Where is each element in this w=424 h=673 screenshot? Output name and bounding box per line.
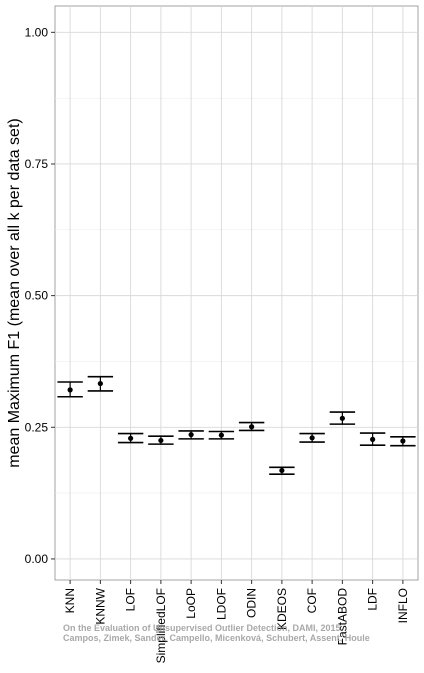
x-tick-label: KDEOS [275, 588, 289, 630]
error-bar [359, 432, 386, 446]
y-axis: 0.00 0.25 0.50 0.75 1.00 [25, 25, 55, 566]
error-bar [87, 375, 114, 392]
x-tick-label: COF [305, 588, 319, 613]
error-bars [57, 375, 416, 475]
mean-point [158, 437, 164, 444]
y-tick-label: 1.00 [25, 25, 49, 39]
mean-point [67, 387, 73, 393]
mean-point [279, 467, 285, 474]
mean-point [97, 380, 103, 387]
mean-point [188, 432, 194, 438]
error-bar [238, 421, 265, 432]
watermark-line-2: Campos, Zimek, Sander, Campello, Micenko… [63, 633, 370, 643]
watermark-line-1: On the Evaluation of Unsupervised Outlie… [63, 623, 341, 633]
y-tick-label: 0.75 [25, 157, 49, 171]
plot-panel [54, 5, 419, 581]
x-tick-label: INFLO [396, 588, 410, 623]
error-bar [329, 411, 356, 425]
error-bar [117, 432, 144, 444]
grid-layer [55, 6, 418, 580]
error-bar [208, 430, 235, 440]
mean-point [128, 435, 134, 441]
mean-point [339, 415, 345, 421]
y-tick-label: 0.25 [25, 420, 49, 434]
x-tick-label: KNNW [93, 587, 107, 624]
error-bar [148, 435, 174, 445]
mean-point [249, 424, 255, 430]
mean-point [309, 435, 315, 441]
y-tick-label: 0.50 [25, 289, 49, 303]
x-tick-label: LoOP [184, 588, 198, 619]
x-axis: KNN KNNW LOF SimplifiedLOF LoOP LDOF ODIN KDEOS… [63, 580, 410, 663]
x-tick-label: FastABOD [335, 588, 349, 646]
error-bar [299, 432, 325, 443]
y-axis-label: mean Maximum F1 (mean over all k per dat… [6, 118, 23, 467]
x-tick-label: LOF [124, 588, 138, 611]
x-tick-label: SimplifiedLOF [154, 588, 168, 663]
watermark: On the Evaluation of Unsupervised Outlie… [63, 623, 370, 643]
error-bar [178, 430, 204, 440]
mean-point [218, 432, 224, 438]
error-bar [390, 435, 416, 447]
mean-point [400, 438, 406, 444]
error-bar [269, 466, 295, 475]
plot-border [54, 5, 419, 581]
x-tick-label: LDF [366, 588, 380, 611]
y-tick-label: 0.00 [25, 552, 49, 566]
error-bar [57, 381, 83, 398]
x-tick-label: ODIN [245, 588, 259, 618]
x-tick-label: LDOF [214, 588, 228, 620]
x-tick-label: KNN [63, 588, 77, 613]
mean-point [370, 436, 376, 442]
